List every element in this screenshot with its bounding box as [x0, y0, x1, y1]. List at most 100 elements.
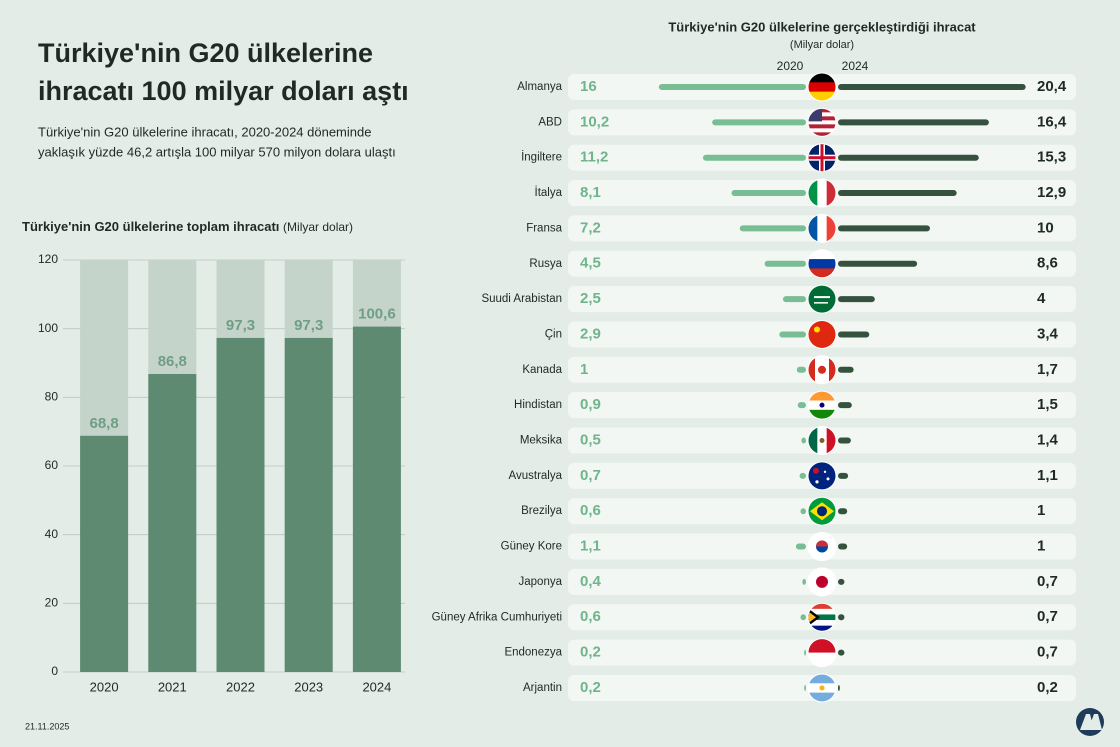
bar: [838, 225, 930, 232]
subtitle-line: yaklaşık yüzde 46,2 artışla 100 milyar 5…: [38, 144, 396, 159]
flag-part: [808, 73, 836, 83]
flag-clip: [808, 639, 836, 667]
value-label: 68,8: [89, 415, 118, 432]
x-tick-label: 2024: [362, 679, 391, 694]
bar: [802, 578, 806, 585]
chart-title: Türkiye'nin G20 ülkelerine gerçekleştird…: [668, 19, 976, 34]
category-label: Çin: [545, 328, 562, 340]
value-label: 8,6: [1037, 255, 1058, 272]
flag-clip: [808, 603, 836, 631]
flag-part: [817, 214, 827, 242]
flag-part: [808, 285, 836, 313]
bar: [838, 402, 852, 409]
bar: [284, 337, 333, 672]
bar: [838, 437, 851, 444]
flag-clip: [808, 356, 836, 384]
flag: [807, 249, 837, 279]
bar: [779, 331, 806, 338]
category-label: Arjantin: [523, 682, 562, 694]
bar: [838, 119, 989, 126]
value-label: 0,7: [1037, 608, 1058, 625]
value-label: 10: [1037, 219, 1054, 236]
flag-clip: [808, 674, 836, 702]
flag-clip: [808, 497, 836, 525]
flag-clip: [808, 73, 836, 101]
value-label: 0,4: [580, 573, 602, 590]
flag-part: [808, 391, 836, 401]
date: 21.11.2025: [25, 721, 69, 731]
flag-part: [815, 480, 819, 484]
category-label: Suudi Arabistan: [481, 293, 562, 305]
chart-unit: (Milyar dolar): [283, 220, 353, 234]
value-label: 4: [1037, 290, 1046, 307]
flag-part: [808, 132, 836, 136]
flag-part: [829, 356, 836, 384]
flag: [807, 107, 837, 137]
flag-part: [808, 250, 836, 260]
flag-clip: [808, 250, 836, 278]
chart-unit: (Milyar dolar): [790, 39, 854, 51]
logo-mark: [1080, 714, 1102, 730]
y-tick-label: 80: [45, 390, 59, 404]
value-label: 7,2: [580, 219, 601, 236]
bar: [795, 543, 806, 550]
bar: [739, 225, 806, 232]
flag: [807, 532, 837, 562]
flag: [807, 461, 837, 491]
bar: [783, 296, 806, 303]
flag-part: [808, 356, 816, 384]
category-label: İngiltere: [521, 151, 562, 164]
flag-part: [808, 603, 836, 610]
bar: [838, 614, 845, 621]
category-label: Hindistan: [514, 399, 562, 411]
bar: [764, 260, 806, 267]
flag-part: [818, 365, 826, 374]
bar: [796, 366, 806, 373]
bar: [712, 119, 806, 126]
flag-clip: [808, 462, 836, 490]
flag-clip: [808, 568, 836, 596]
flag-clip: [808, 144, 836, 172]
flag: [807, 213, 837, 243]
flag-clip: [808, 214, 836, 242]
flag: [807, 673, 837, 703]
bar: [801, 437, 806, 444]
flag-part: [808, 409, 836, 419]
bar: [804, 684, 806, 691]
flag-part: [823, 470, 827, 474]
flag-part: [808, 268, 836, 278]
category-label: ABD: [538, 116, 562, 128]
flag-part: [819, 438, 825, 443]
category-label: Kanada: [522, 364, 562, 376]
value-label: 1,7: [1037, 361, 1058, 378]
flag-part: [808, 611, 816, 624]
title-line: ihracatı 100 milyar doları aştı: [38, 76, 409, 106]
flag-part: [808, 639, 836, 653]
category-label: Güney Afrika Cumhuriyeti: [432, 611, 562, 623]
flag-part: [808, 91, 836, 101]
value-label: 1,5: [1037, 396, 1058, 413]
flag: [807, 284, 837, 314]
flag-part: [808, 128, 836, 133]
flag-part: [814, 296, 830, 299]
flag-clip: [808, 285, 836, 313]
flag-part: [820, 144, 824, 172]
category-label: Brezilya: [521, 505, 563, 517]
legend-label: 2024: [842, 59, 869, 73]
x-tick-label: 2022: [226, 679, 255, 694]
flag-part: [808, 124, 836, 129]
flag-part: [808, 608, 836, 615]
flag: [807, 390, 837, 420]
bar: [838, 472, 849, 479]
value-label: 0,2: [1037, 679, 1058, 696]
chart-title: Türkiye'nin G20 ülkelerine toplam ihraca…: [22, 219, 353, 234]
value-label: 1: [580, 361, 588, 378]
bar: [838, 366, 854, 373]
bar: [838, 578, 845, 585]
value-label: 0,7: [1037, 644, 1058, 661]
bar: [800, 614, 806, 621]
flag: [807, 638, 837, 668]
flag-part: [826, 477, 830, 481]
bar: [838, 508, 848, 515]
